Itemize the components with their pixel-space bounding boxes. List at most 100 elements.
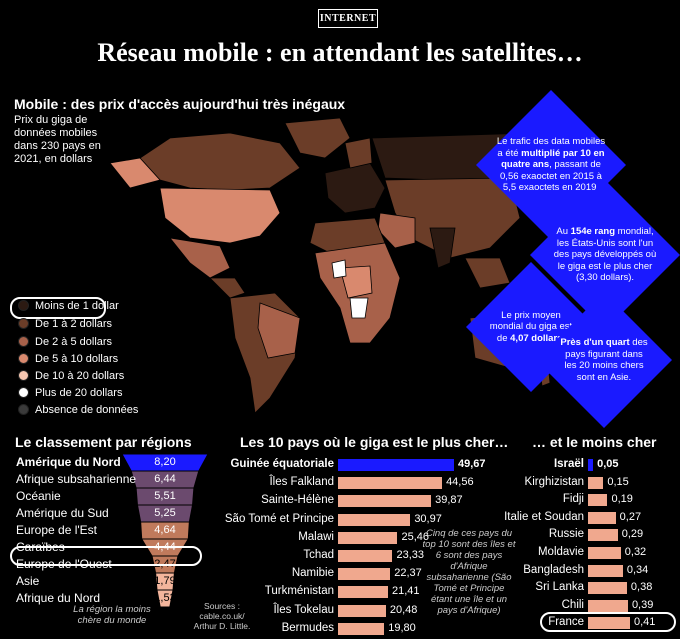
region-label: Afrique du Nord xyxy=(16,591,101,605)
legend-swatch xyxy=(18,317,29,329)
cheap-title: … et le moins cher xyxy=(532,434,657,450)
country-bar xyxy=(338,568,391,581)
country-value: 22,37 xyxy=(394,567,422,580)
legend-swatch xyxy=(18,299,29,311)
map-mexico xyxy=(169,237,231,279)
region-value: 1,79 xyxy=(154,575,176,587)
region-label: Asie xyxy=(16,574,40,588)
country-label: Moldavie xyxy=(537,546,584,558)
legend-swatch xyxy=(18,369,29,381)
country-label: Fidji xyxy=(562,493,584,506)
legend-label: Plus de 20 dollars xyxy=(35,387,123,399)
country-value: 0,38 xyxy=(630,581,653,594)
country-bar xyxy=(338,604,386,617)
regions-title: Le classement par régions xyxy=(15,434,192,450)
country-value: 25,46 xyxy=(401,530,429,543)
country-label: Îles Tokelau xyxy=(273,603,334,616)
legend-label: De 5 à 10 dollars xyxy=(35,353,119,365)
map-subtitle: Prix du giga de données mobiles dans 230… xyxy=(14,114,101,165)
france-highlight xyxy=(540,612,676,632)
section-tag: INTERNET xyxy=(318,9,378,28)
region-value: 1,53 xyxy=(154,592,176,604)
map-usa xyxy=(159,187,281,244)
map-brazil xyxy=(257,302,301,359)
legend-item: De 2 à 5 dollars xyxy=(14,334,112,350)
country-label: Tchad xyxy=(303,549,334,561)
country-bar xyxy=(588,511,616,524)
legend-highlight xyxy=(10,297,106,319)
country-label: Bangladesh xyxy=(523,563,584,576)
legend-item: Moins de 1 dollar xyxy=(14,298,119,314)
country-value: 49,67 xyxy=(458,458,486,470)
country-bar xyxy=(588,564,623,577)
legend-swatch xyxy=(18,386,29,398)
region-label: Afrique subsaharienne xyxy=(16,472,137,486)
map-central-am xyxy=(209,277,246,299)
regions-annotation: La région la moins chère du monde xyxy=(73,604,151,626)
legend-swatch xyxy=(18,335,29,347)
country-bar xyxy=(588,617,630,630)
callout-text: Le trafic des data mobiles a été multipl… xyxy=(496,136,606,194)
country-value: 0,29 xyxy=(621,528,644,541)
legend-item: De 1 à 2 dollars xyxy=(14,316,112,332)
diamond-shape xyxy=(530,180,680,330)
expensive-annotation: Cinq de ces pays du top 10 sont des îles… xyxy=(422,528,516,616)
legend-item: De 10 à 20 dollars xyxy=(14,368,124,384)
country-label: Sainte-Hélène xyxy=(261,494,334,507)
country-label: France xyxy=(548,616,584,629)
country-bar xyxy=(338,495,432,508)
region-value: 5,25 xyxy=(154,507,176,519)
country-label: Italie et Soudan xyxy=(504,510,584,523)
map-central-africa xyxy=(339,265,373,299)
region-label: Amérique du Sud xyxy=(16,506,109,520)
country-bar xyxy=(338,550,393,562)
country-bar xyxy=(338,477,443,490)
country-value: 0,39 xyxy=(631,598,654,611)
legend-label: Absence de données xyxy=(35,404,139,416)
country-label: Kirghizistan xyxy=(524,475,584,488)
country-value: 0,19 xyxy=(611,493,633,506)
country-bar xyxy=(588,547,621,559)
legend-label: De 1 à 2 dollars xyxy=(35,318,113,330)
expensive-title: Les 10 pays où le giga est le plus cher… xyxy=(240,434,509,450)
country-value: 30,97 xyxy=(414,512,442,525)
country-label: Israël xyxy=(553,458,584,470)
page-title: Réseau mobile : en attendant les satelli… xyxy=(97,38,583,67)
country-label: Guinée équatoriale xyxy=(230,458,334,470)
region-value: 8,20 xyxy=(154,456,176,468)
country-bar xyxy=(588,459,594,471)
legend-label: Moins de 1 dollar xyxy=(35,300,119,312)
legend-label: De 10 à 20 dollars xyxy=(35,370,125,382)
map-africa-white xyxy=(331,259,347,279)
legend-item: Plus de 20 dollars xyxy=(14,385,122,401)
country-bar xyxy=(588,582,627,595)
country-bar xyxy=(338,586,388,599)
legend-swatch xyxy=(18,352,29,364)
callout-usa: Au 154e rang mondial, les États-Unis son… xyxy=(530,180,680,330)
region-label: Europe de l'Est xyxy=(16,523,98,537)
map-canada xyxy=(139,132,301,191)
map-scandinavia xyxy=(344,137,373,169)
country-value: 39,87 xyxy=(435,494,463,507)
country-label: Chili xyxy=(561,598,584,611)
callout-text: Au 154e rang mondial, les États-Unis son… xyxy=(553,226,657,284)
map-high-price-africa xyxy=(349,297,369,319)
country-value: 44,56 xyxy=(446,476,474,489)
country-label: São Tomé et Principe xyxy=(224,512,334,525)
country-value: 0,34 xyxy=(626,563,649,576)
map-heading: Mobile : des prix d'accès aujourd'hui tr… xyxy=(14,96,346,112)
callout-text: Près d'un quart des pays figurant dans l… xyxy=(560,337,648,383)
region-value: 4,64 xyxy=(154,524,176,536)
legend-item: Absence de données xyxy=(14,402,138,418)
country-bar xyxy=(588,476,604,489)
legend-item: De 5 à 10 dollars xyxy=(14,351,118,367)
country-bar xyxy=(338,622,385,635)
region-bar xyxy=(156,589,174,608)
country-value: 21,41 xyxy=(392,585,420,598)
country-value: 23,33 xyxy=(396,549,425,561)
source-note: Sources : cable.co.uk/ Arthur D. Little. xyxy=(193,601,251,631)
country-label: Bermudes xyxy=(281,621,334,634)
region-label: Amérique du Nord xyxy=(16,455,121,469)
region-label: Océanie xyxy=(16,489,61,503)
country-label: Malawi xyxy=(298,530,334,543)
